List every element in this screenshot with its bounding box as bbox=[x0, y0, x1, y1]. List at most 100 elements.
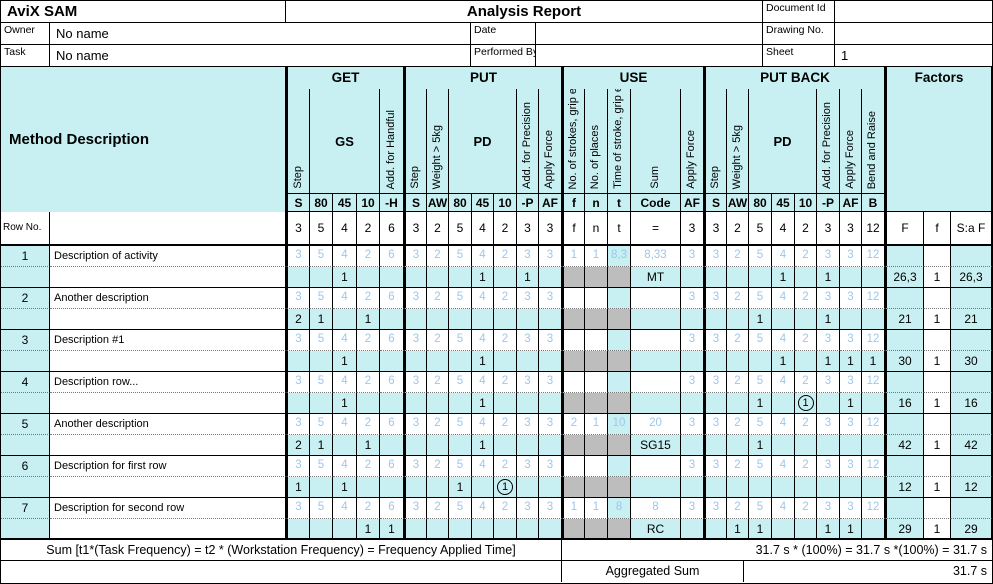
value-cell[interactable] bbox=[286, 393, 310, 414]
value-cell[interactable] bbox=[772, 519, 795, 540]
value-cell[interactable] bbox=[562, 477, 585, 498]
value-cell[interactable]: 1 bbox=[727, 519, 749, 540]
value-cell[interactable] bbox=[681, 519, 704, 540]
description-cell[interactable]: Another description bbox=[50, 414, 286, 435]
value-cell[interactable] bbox=[562, 519, 585, 540]
value-cell[interactable] bbox=[380, 267, 404, 288]
value-cell[interactable] bbox=[427, 435, 449, 456]
value-cell[interactable] bbox=[310, 393, 333, 414]
value-cell[interactable]: 1 bbox=[472, 393, 494, 414]
date-value[interactable] bbox=[536, 23, 763, 45]
value-cell[interactable]: 1 bbox=[310, 435, 333, 456]
value-cell[interactable]: 1 bbox=[817, 519, 840, 540]
description-cell-entry[interactable] bbox=[50, 309, 286, 330]
value-cell[interactable] bbox=[608, 435, 631, 456]
value-cell[interactable] bbox=[681, 477, 704, 498]
value-cell[interactable]: 1 bbox=[333, 267, 357, 288]
description-cell-entry[interactable] bbox=[50, 393, 286, 414]
value-cell[interactable] bbox=[472, 477, 494, 498]
value-cell[interactable] bbox=[517, 519, 539, 540]
description-cell-entry[interactable] bbox=[50, 267, 286, 288]
value-cell[interactable] bbox=[286, 267, 310, 288]
value-cell[interactable] bbox=[681, 351, 704, 372]
value-cell[interactable] bbox=[449, 351, 472, 372]
value-cell[interactable]: 2 bbox=[286, 435, 310, 456]
description-cell-entry[interactable] bbox=[50, 435, 286, 456]
value-cell[interactable] bbox=[333, 435, 357, 456]
value-cell[interactable] bbox=[840, 267, 862, 288]
value-cell[interactable] bbox=[727, 435, 749, 456]
value-cell[interactable] bbox=[494, 519, 517, 540]
value-cell[interactable]: 1 bbox=[840, 519, 862, 540]
value-cell[interactable] bbox=[404, 393, 427, 414]
value-cell[interactable] bbox=[333, 519, 357, 540]
value-cell[interactable] bbox=[310, 519, 333, 540]
value-cell[interactable] bbox=[840, 435, 862, 456]
value-cell[interactable] bbox=[772, 309, 795, 330]
value-cell[interactable] bbox=[608, 519, 631, 540]
value-cell[interactable] bbox=[704, 477, 727, 498]
value-cell[interactable] bbox=[862, 309, 885, 330]
value-cell[interactable]: 1 bbox=[357, 309, 380, 330]
description-cell[interactable]: Description #1 bbox=[50, 330, 286, 351]
value-cell[interactable] bbox=[817, 477, 840, 498]
value-cell[interactable] bbox=[817, 435, 840, 456]
value-cell[interactable] bbox=[427, 309, 449, 330]
value-cell[interactable] bbox=[449, 435, 472, 456]
value-cell[interactable] bbox=[749, 351, 772, 372]
value-cell[interactable]: 1 bbox=[380, 519, 404, 540]
value-cell[interactable]: 1 bbox=[472, 267, 494, 288]
value-cell[interactable] bbox=[517, 477, 539, 498]
value-cell[interactable] bbox=[772, 435, 795, 456]
value-cell[interactable] bbox=[608, 477, 631, 498]
value-cell[interactable] bbox=[539, 393, 562, 414]
value-cell[interactable]: 2 bbox=[286, 309, 310, 330]
value-cell[interactable] bbox=[681, 309, 704, 330]
value-cell[interactable]: 1 bbox=[286, 477, 310, 498]
value-cell[interactable] bbox=[449, 309, 472, 330]
value-cell[interactable]: 1 bbox=[817, 309, 840, 330]
value-cell[interactable] bbox=[681, 393, 704, 414]
description-cell[interactable]: Description for second row bbox=[50, 498, 286, 519]
value-cell[interactable] bbox=[427, 351, 449, 372]
value-cell[interactable] bbox=[539, 309, 562, 330]
drawing-no-value[interactable] bbox=[835, 23, 992, 45]
value-cell[interactable] bbox=[357, 393, 380, 414]
value-cell[interactable] bbox=[585, 309, 608, 330]
value-cell[interactable] bbox=[795, 351, 817, 372]
value-cell[interactable] bbox=[357, 351, 380, 372]
value-cell[interactable] bbox=[772, 477, 795, 498]
value-cell[interactable]: 1 bbox=[749, 393, 772, 414]
value-cell[interactable] bbox=[562, 393, 585, 414]
value-cell[interactable] bbox=[585, 435, 608, 456]
value-cell[interactable]: SG15 bbox=[631, 435, 681, 456]
value-cell[interactable] bbox=[404, 267, 427, 288]
value-cell[interactable] bbox=[494, 309, 517, 330]
value-cell[interactable] bbox=[380, 309, 404, 330]
value-cell[interactable] bbox=[539, 519, 562, 540]
value-cell[interactable] bbox=[449, 393, 472, 414]
value-cell[interactable]: 1 bbox=[795, 393, 817, 414]
value-cell[interactable] bbox=[862, 435, 885, 456]
value-cell[interactable]: 1 bbox=[449, 477, 472, 498]
value-cell[interactable]: 1 bbox=[840, 351, 862, 372]
value-cell[interactable] bbox=[608, 267, 631, 288]
value-cell[interactable]: 1 bbox=[333, 351, 357, 372]
value-cell[interactable] bbox=[840, 477, 862, 498]
value-cell[interactable] bbox=[380, 435, 404, 456]
value-cell[interactable] bbox=[310, 477, 333, 498]
value-cell[interactable] bbox=[494, 435, 517, 456]
value-cell[interactable] bbox=[562, 267, 585, 288]
value-cell[interactable] bbox=[862, 267, 885, 288]
value-cell[interactable] bbox=[727, 477, 749, 498]
value-cell[interactable]: 1 bbox=[862, 351, 885, 372]
performed-by-value[interactable] bbox=[536, 45, 763, 67]
value-cell[interactable] bbox=[681, 435, 704, 456]
value-cell[interactable] bbox=[704, 267, 727, 288]
value-cell[interactable]: 1 bbox=[817, 267, 840, 288]
task-value[interactable]: No name bbox=[50, 45, 471, 67]
value-cell[interactable] bbox=[817, 393, 840, 414]
value-cell[interactable] bbox=[704, 309, 727, 330]
value-cell[interactable] bbox=[585, 519, 608, 540]
value-cell[interactable] bbox=[727, 393, 749, 414]
